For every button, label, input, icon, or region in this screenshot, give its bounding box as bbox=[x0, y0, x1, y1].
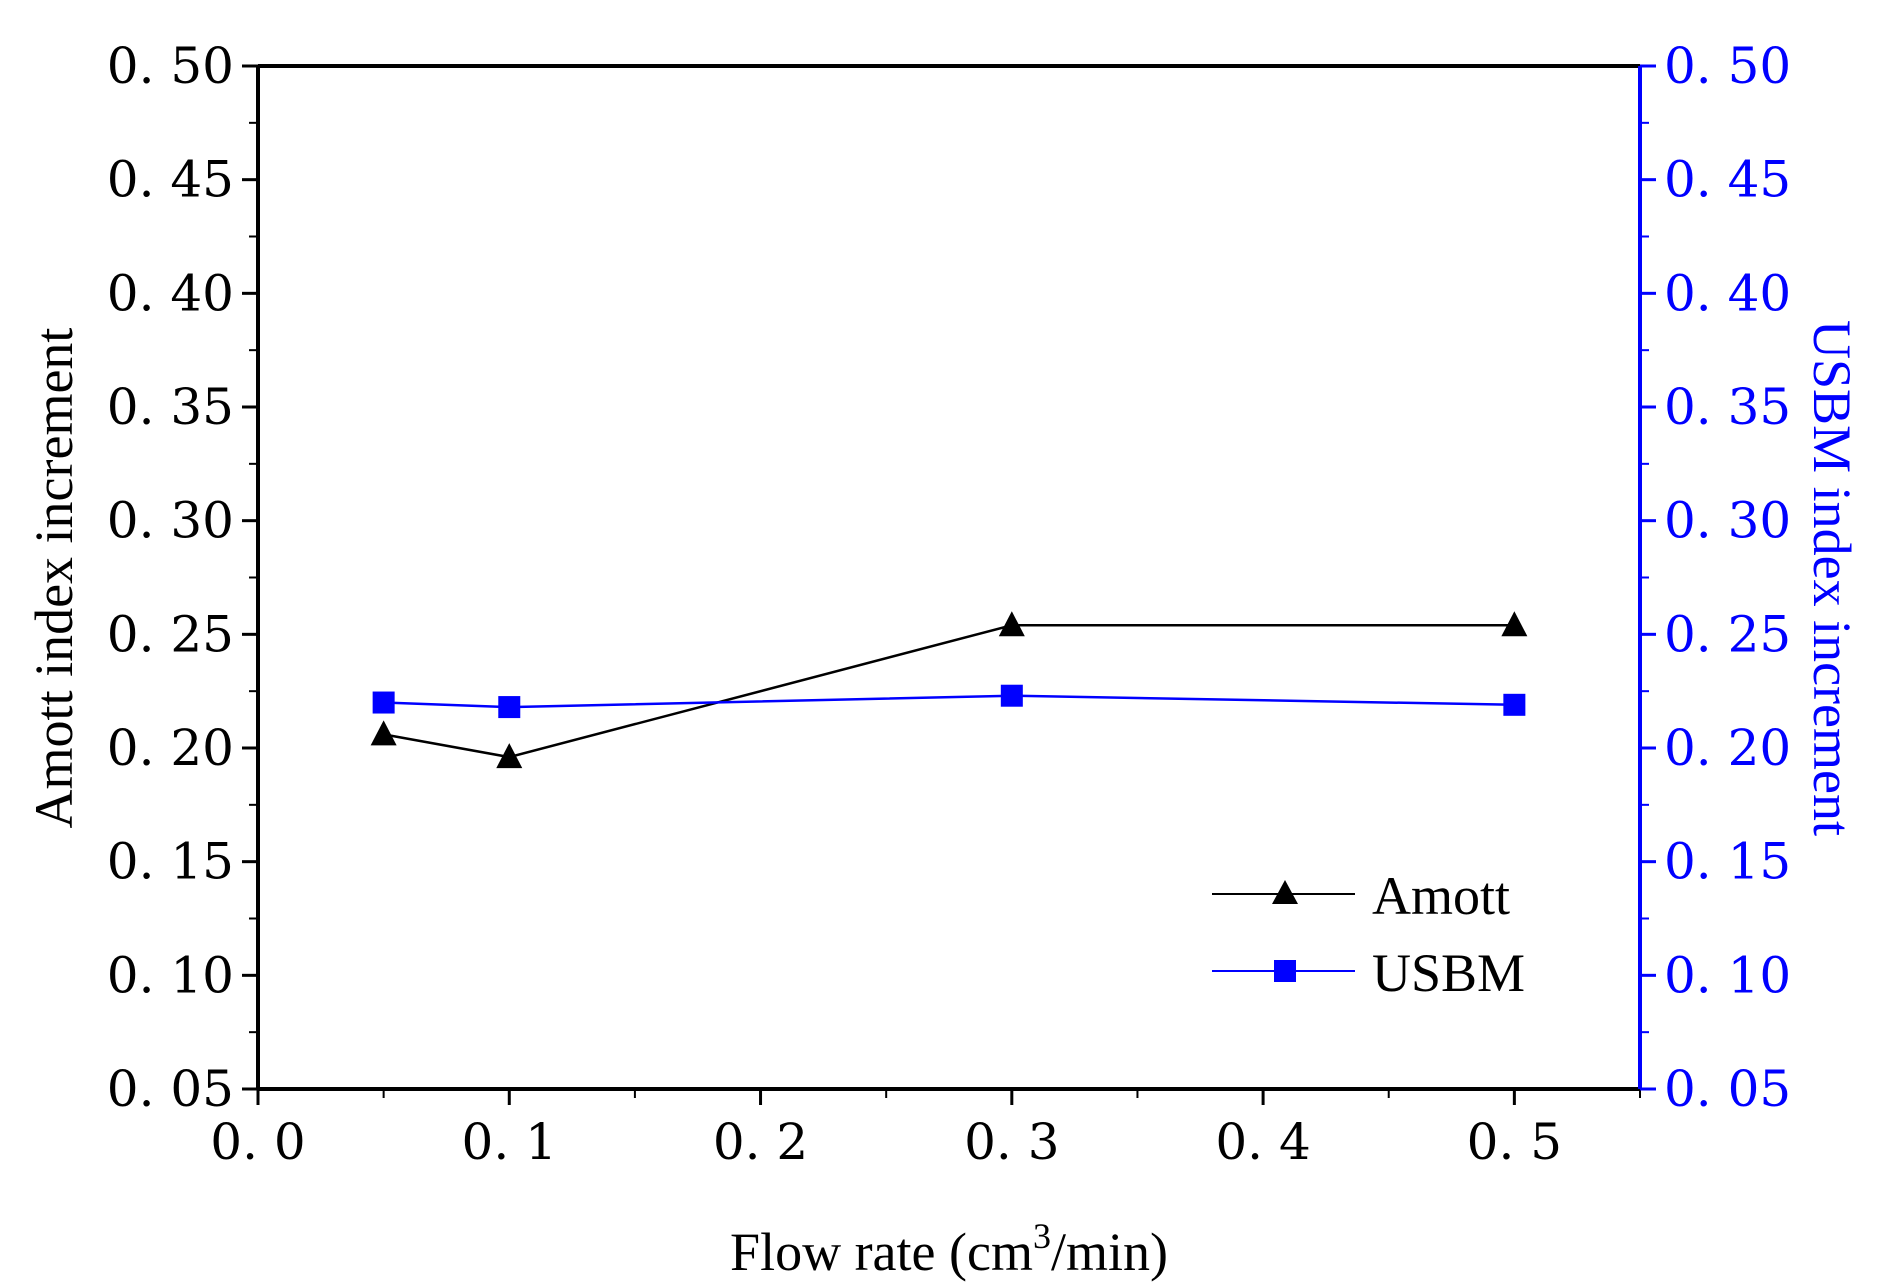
right-y-tick-label: 0. 15 bbox=[1664, 833, 1791, 891]
legend-usbm-label: USBM bbox=[1372, 943, 1525, 1003]
legend-amott-marker bbox=[1272, 880, 1298, 904]
right-y-tick-label: 0. 10 bbox=[1664, 946, 1791, 1004]
usbm-point bbox=[1000, 684, 1023, 707]
right-y-tick-label: 0. 20 bbox=[1664, 719, 1791, 777]
x-tick-label: 0. 0 bbox=[210, 1113, 305, 1171]
left-y-tick-label: 0. 10 bbox=[107, 946, 234, 1004]
tick-labels: 0. 05 0. 050. 10 0. 100. 15 0. 150. 20 0. 20… bbox=[107, 37, 1791, 1171]
left-y-tick-label: 0. 20 bbox=[107, 719, 234, 777]
series-lines bbox=[383, 623, 1515, 759]
amott-series-line bbox=[383, 623, 1515, 759]
usbm-point bbox=[1503, 693, 1526, 716]
right-y-tick-label: 0. 30 bbox=[1664, 492, 1791, 550]
x-axis-title: Flow rate (cm3/min) bbox=[730, 1216, 1168, 1282]
right-y-tick-label: 0. 50 bbox=[1664, 37, 1791, 95]
left-y-tick-label: 0. 45 bbox=[107, 151, 234, 209]
right-y-axis-title: USBM index increment bbox=[1802, 320, 1862, 836]
amott-point bbox=[496, 743, 523, 769]
right-y-tick-label: 0. 05 bbox=[1664, 1060, 1791, 1118]
x-tick-label: 0. 3 bbox=[964, 1113, 1059, 1171]
amott-point bbox=[370, 720, 397, 746]
left-y-tick-label: 0. 05 bbox=[107, 1060, 234, 1118]
left-y-axis-title: Amott index increment bbox=[24, 328, 84, 829]
amott-point bbox=[998, 611, 1025, 637]
left-y-tick-label: 0. 30 bbox=[107, 492, 234, 550]
legend-usbm-marker bbox=[1274, 960, 1296, 982]
left-y-tick-label: 0. 25 bbox=[107, 605, 234, 663]
legend-amott-label: Amott bbox=[1372, 866, 1510, 926]
usbm-point bbox=[372, 691, 395, 714]
left-y-tick-label: 0. 35 bbox=[107, 378, 234, 436]
right-y-tick-label: 0. 40 bbox=[1664, 264, 1791, 322]
right-y-tick-label: 0. 25 bbox=[1664, 605, 1791, 663]
left-y-tick-label: 0. 40 bbox=[107, 264, 234, 322]
x-tick-label: 0. 1 bbox=[462, 1113, 557, 1171]
left-y-tick-label: 0. 15 bbox=[107, 833, 234, 891]
usbm-point bbox=[498, 696, 521, 719]
x-tick-label: 0. 2 bbox=[713, 1113, 808, 1171]
left-y-tick-label: 0. 50 bbox=[107, 37, 234, 95]
major-ticks bbox=[242, 64, 1656, 1105]
right-y-tick-label: 0. 35 bbox=[1664, 378, 1791, 436]
legend: Amott USBM bbox=[1212, 866, 1525, 1003]
usbm-series-line bbox=[383, 694, 1515, 709]
right-y-tick-label: 0. 45 bbox=[1664, 151, 1791, 209]
x-tick-label: 0. 5 bbox=[1467, 1113, 1562, 1171]
amott-point bbox=[1501, 611, 1528, 637]
series-markers bbox=[370, 611, 1528, 769]
x-tick-label: 0. 4 bbox=[1215, 1113, 1310, 1171]
